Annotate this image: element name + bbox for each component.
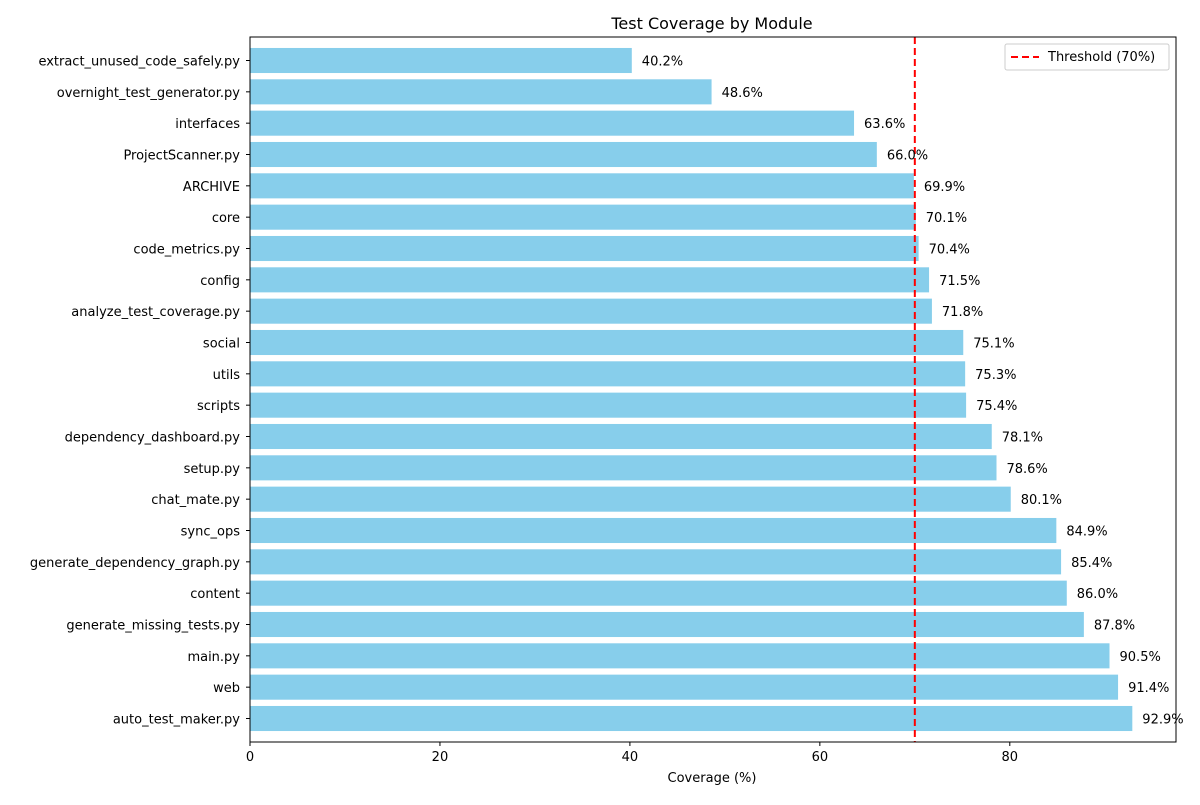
y-tick-label: dependency_dashboard.py: [65, 431, 241, 446]
y-tick-label: interfaces: [175, 117, 240, 132]
y-tick-label: auto_test_maker.py: [113, 713, 240, 728]
y-tick-label: analyze_test_coverage.py: [71, 305, 240, 320]
bar-value-label: 78.6%: [1006, 462, 1047, 477]
bar-value-label: 71.8%: [942, 305, 983, 320]
bar-value-label: 48.6%: [722, 86, 763, 101]
bar-value-label: 78.1%: [1002, 431, 1043, 446]
bar: [250, 79, 712, 105]
y-tick-label: ARCHIVE: [183, 180, 240, 195]
y-tick-label: web: [213, 681, 240, 696]
bar: [250, 361, 966, 387]
bar: [250, 173, 914, 199]
bar: [250, 267, 930, 293]
y-tick-label: overnight_test_generator.py: [57, 86, 241, 101]
x-tick-label: 60: [812, 750, 829, 765]
bar: [250, 705, 1133, 732]
x-tick-label: 80: [1002, 750, 1019, 765]
bar-value-label: 40.2%: [642, 55, 683, 70]
bar: [250, 611, 1084, 638]
y-tick-label: chat_mate.py: [151, 493, 240, 508]
bar: [250, 47, 632, 74]
y-tick-label: core: [212, 211, 240, 226]
y-tick-label: extract_unused_code_safely.py: [38, 55, 240, 70]
bar-value-label: 70.1%: [926, 211, 967, 226]
labels-layer: 40.2% 48.6% 63.6% 66.0% 69.9% 70.1% 70.4% 71.5%…: [642, 55, 1184, 728]
y-tick-label: main.py: [187, 650, 240, 665]
y-tick-label: utils: [213, 368, 241, 383]
y-tick-label: generate_missing_tests.py: [66, 619, 240, 634]
bar: [250, 423, 992, 450]
bar: [250, 643, 1110, 669]
bar-value-label: 71.5%: [939, 274, 980, 289]
y-tick-label: social: [203, 337, 240, 352]
plot-frame: [249, 36, 1177, 743]
y-tick-label: code_metrics.py: [133, 243, 240, 258]
bar-value-label: 90.5%: [1120, 650, 1161, 665]
bar-value-label: 86.0%: [1077, 587, 1118, 602]
legend: Threshold (70%): [1004, 43, 1170, 71]
bar-value-label: 84.9%: [1066, 525, 1107, 540]
y-tick-label: sync_ops: [181, 525, 241, 540]
y-tick-label: ProjectScanner.py: [123, 149, 240, 164]
bar: [250, 517, 1057, 544]
y-tick-label: generate_dependency_graph.py: [30, 556, 240, 571]
bar-value-label: 80.1%: [1021, 493, 1062, 508]
x-tick-label: 40: [622, 750, 639, 765]
bar-value-label: 66.0%: [887, 149, 928, 164]
bar-value-label: 63.6%: [864, 117, 905, 132]
bar-value-label: 75.4%: [976, 399, 1017, 414]
bar: [250, 110, 855, 136]
bar: [250, 674, 1119, 700]
bar-value-label: 69.9%: [924, 180, 965, 195]
x-tick-label: 0: [246, 750, 254, 765]
y-tick-label: setup.py: [184, 462, 241, 477]
bar-value-label: 70.4%: [929, 243, 970, 258]
bar: [250, 392, 967, 418]
bar: [250, 486, 1011, 512]
legend-frame: [1004, 43, 1170, 71]
bar-value-label: 75.1%: [973, 337, 1014, 352]
bar: [250, 329, 964, 356]
chart-title: Test Coverage by Module: [610, 14, 812, 33]
y-tick-label: content: [190, 587, 240, 602]
y-tick-label: config: [200, 274, 240, 289]
x-axis-label: Coverage (%): [668, 771, 757, 786]
x-tick-label: 20: [432, 750, 449, 765]
bar-value-label: 91.4%: [1128, 681, 1169, 696]
bar: [250, 455, 997, 481]
bar-value-label: 87.8%: [1094, 619, 1135, 634]
bar: [250, 204, 916, 230]
y-tick-label: scripts: [197, 399, 240, 414]
bar-value-label: 85.4%: [1071, 556, 1112, 571]
bar: [250, 580, 1067, 606]
bar-value-label: 92.9%: [1142, 713, 1183, 728]
bar: [250, 235, 919, 262]
bar-value-label: 75.3%: [975, 368, 1016, 383]
bar: [250, 549, 1062, 575]
bars-layer: [250, 47, 1133, 732]
bar: [250, 141, 877, 168]
bar: [250, 298, 932, 324]
legend-threshold-label: Threshold (70%): [1047, 50, 1155, 65]
axes-layer: extract_unused_code_safely.py overnight_t…: [30, 36, 1177, 765]
